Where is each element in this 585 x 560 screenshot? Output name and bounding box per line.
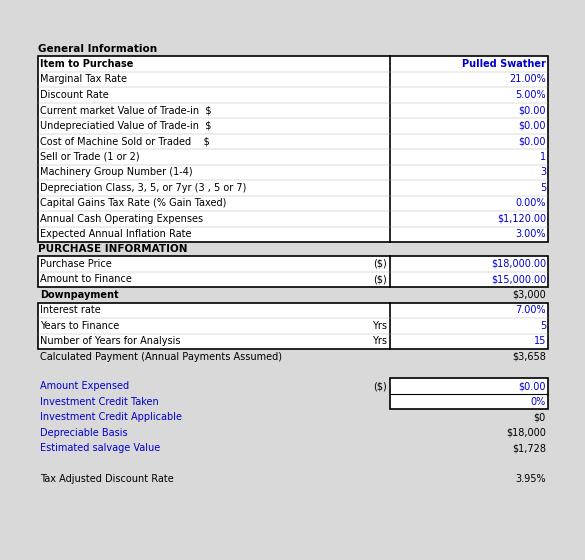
Text: Amount to Finance: Amount to Finance — [40, 274, 132, 284]
Text: Cost of Machine Sold or Traded    $: Cost of Machine Sold or Traded $ — [40, 136, 210, 146]
Text: Undepreciatied Value of Trade-in  $: Undepreciatied Value of Trade-in $ — [40, 121, 211, 130]
Text: Purchase Price: Purchase Price — [40, 259, 112, 269]
Text: $0.00: $0.00 — [518, 381, 546, 391]
Bar — [38, 256, 548, 287]
Text: Investment Credit Taken: Investment Credit Taken — [40, 396, 159, 407]
Text: 21.00%: 21.00% — [510, 74, 546, 84]
Text: 5: 5 — [540, 321, 546, 331]
Text: Investment Credit Applicable: Investment Credit Applicable — [40, 412, 182, 422]
Text: $18,000: $18,000 — [506, 428, 546, 438]
Text: Yrs: Yrs — [372, 321, 387, 331]
Text: ($): ($) — [373, 259, 387, 269]
Text: $0: $0 — [534, 412, 546, 422]
Text: Discount Rate: Discount Rate — [40, 90, 109, 100]
Text: Downpayment: Downpayment — [40, 290, 119, 300]
Text: Capital Gains Tax Rate (% Gain Taxed): Capital Gains Tax Rate (% Gain Taxed) — [40, 198, 226, 208]
Text: $0.00: $0.00 — [518, 105, 546, 115]
Text: $1,728: $1,728 — [512, 443, 546, 453]
Text: Calculated Payment (Annual Payments Assumed): Calculated Payment (Annual Payments Assu… — [40, 352, 282, 362]
Text: $3,000: $3,000 — [512, 290, 546, 300]
Text: General Information: General Information — [38, 44, 157, 54]
Bar — [38, 56, 548, 242]
Text: $15,000.00: $15,000.00 — [491, 274, 546, 284]
Text: 1: 1 — [540, 152, 546, 162]
Text: Yrs: Yrs — [372, 336, 387, 346]
Text: Pulled Swather: Pulled Swather — [462, 59, 546, 69]
Text: 3.95%: 3.95% — [515, 474, 546, 484]
Bar — [390, 379, 548, 409]
Text: Expected Annual Inflation Rate: Expected Annual Inflation Rate — [40, 229, 191, 239]
Text: $0.00: $0.00 — [518, 136, 546, 146]
Text: Current market Value of Trade-in  $: Current market Value of Trade-in $ — [40, 105, 212, 115]
Text: 3.00%: 3.00% — [515, 229, 546, 239]
Text: Tax Adjusted Discount Rate: Tax Adjusted Discount Rate — [40, 474, 174, 484]
Text: $3,658: $3,658 — [512, 352, 546, 362]
Text: 5.00%: 5.00% — [515, 90, 546, 100]
Text: $0.00: $0.00 — [518, 121, 546, 130]
Text: 3: 3 — [540, 167, 546, 178]
Text: PURCHASE INFORMATION: PURCHASE INFORMATION — [38, 244, 188, 254]
Text: $18,000.00: $18,000.00 — [491, 259, 546, 269]
Text: 15: 15 — [534, 336, 546, 346]
Text: Item to Purchase: Item to Purchase — [40, 59, 133, 69]
Bar — [38, 302, 548, 349]
Text: Sell or Trade (1 or 2): Sell or Trade (1 or 2) — [40, 152, 140, 162]
Text: Machinery Group Number (1-4): Machinery Group Number (1-4) — [40, 167, 192, 178]
Text: 0%: 0% — [531, 396, 546, 407]
Text: Marginal Tax Rate: Marginal Tax Rate — [40, 74, 127, 84]
Text: 5: 5 — [540, 183, 546, 193]
Text: Annual Cash Operating Expenses: Annual Cash Operating Expenses — [40, 214, 203, 224]
Text: Estimated salvage Value: Estimated salvage Value — [40, 443, 160, 453]
Text: Interest rate: Interest rate — [40, 305, 101, 315]
Text: Number of Years for Analysis: Number of Years for Analysis — [40, 336, 181, 346]
Text: ($): ($) — [373, 274, 387, 284]
Text: ($): ($) — [373, 381, 387, 391]
Text: Depreciation Class, 3, 5, or 7yr (3 , 5 or 7): Depreciation Class, 3, 5, or 7yr (3 , 5 … — [40, 183, 246, 193]
Text: 7.00%: 7.00% — [515, 305, 546, 315]
Text: Years to Finance: Years to Finance — [40, 321, 119, 331]
Text: 0.00%: 0.00% — [515, 198, 546, 208]
Text: $1,120.00: $1,120.00 — [497, 214, 546, 224]
Text: Amount Expensed: Amount Expensed — [40, 381, 129, 391]
Text: Depreciable Basis: Depreciable Basis — [40, 428, 128, 438]
